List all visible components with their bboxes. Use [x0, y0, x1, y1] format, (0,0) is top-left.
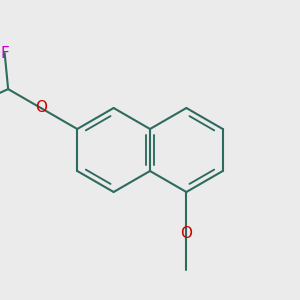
Text: O: O	[180, 226, 192, 242]
Text: F: F	[0, 46, 9, 61]
Text: O: O	[35, 100, 47, 116]
